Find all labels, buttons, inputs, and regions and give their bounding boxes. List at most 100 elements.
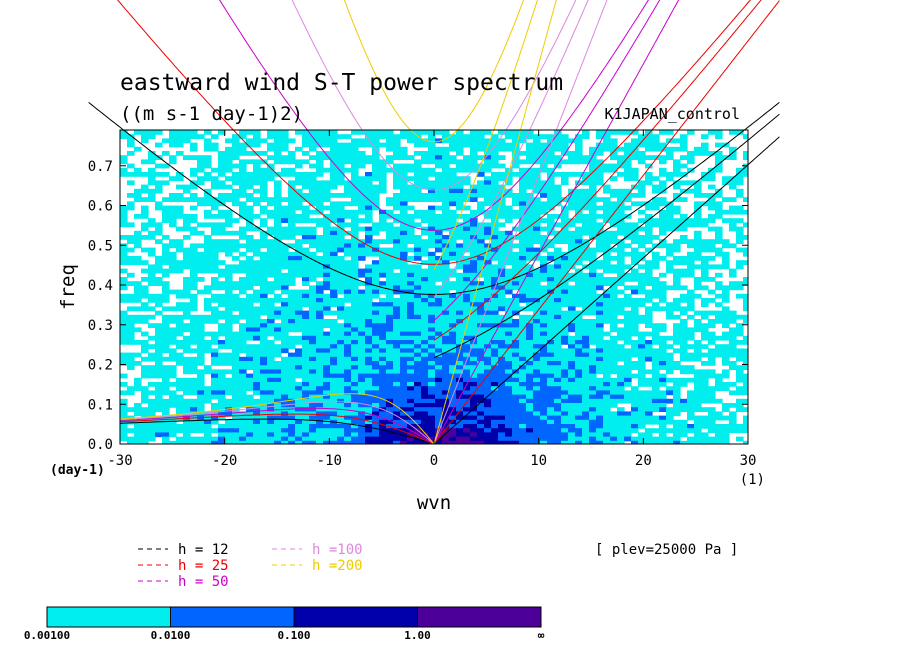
heatmap-cell xyxy=(379,319,387,324)
heatmap-cell xyxy=(491,382,499,387)
heatmap-cell xyxy=(428,403,436,408)
heatmap-cell xyxy=(246,214,254,219)
heatmap-cell xyxy=(477,264,485,270)
heatmap-cell xyxy=(652,377,660,383)
heatmap-cell xyxy=(484,327,492,333)
heatmap-cell xyxy=(526,373,534,379)
heatmap-cell xyxy=(288,151,296,156)
heatmap-cell xyxy=(204,390,212,396)
heatmap-cell xyxy=(470,398,478,404)
heatmap-cell xyxy=(519,159,527,165)
heatmap-cell xyxy=(631,331,639,337)
heatmap-cell xyxy=(393,319,401,324)
heatmap-cell xyxy=(351,306,359,312)
heatmap-cell xyxy=(526,352,534,358)
heatmap-cell xyxy=(344,377,352,383)
heatmap-cell xyxy=(470,159,478,165)
heatmap-cell xyxy=(540,239,548,244)
heatmap-cell xyxy=(568,289,576,295)
heatmap-cell xyxy=(519,394,527,400)
heatmap-cell xyxy=(148,197,156,202)
heatmap-cell xyxy=(729,197,737,202)
heatmap-cell xyxy=(183,155,191,160)
heatmap-cell xyxy=(540,361,548,366)
heatmap-cell xyxy=(134,352,142,358)
heatmap-cell xyxy=(645,281,653,286)
heatmap-cell xyxy=(120,172,128,177)
heatmap-cell xyxy=(519,319,527,324)
heatmap-cell xyxy=(288,302,296,307)
heatmap-cell xyxy=(176,394,184,400)
heatmap-cell xyxy=(722,344,730,349)
heatmap-cell xyxy=(400,260,408,265)
heatmap-cell xyxy=(568,398,576,404)
heatmap-cell xyxy=(596,314,604,320)
heatmap-cell xyxy=(288,197,296,202)
heatmap-cell xyxy=(519,243,527,249)
heatmap-cell xyxy=(722,197,730,202)
heatmap-cell xyxy=(176,415,184,421)
heatmap-cell xyxy=(484,226,492,232)
heatmap-cell xyxy=(477,193,485,198)
heatmap-cell xyxy=(687,218,695,223)
heatmap-cell xyxy=(442,277,450,282)
heatmap-cell xyxy=(267,356,275,362)
heatmap-cell xyxy=(596,398,604,404)
heatmap-cell xyxy=(295,268,303,274)
heatmap-cell xyxy=(351,335,359,341)
heatmap-cell xyxy=(351,327,359,333)
heatmap-cell xyxy=(169,382,177,387)
heatmap-cell xyxy=(701,331,709,337)
heatmap-cell xyxy=(365,352,373,358)
heatmap-cell xyxy=(407,184,415,190)
heatmap-cell xyxy=(253,352,261,358)
heatmap-cell xyxy=(344,134,352,139)
heatmap-cell xyxy=(449,155,457,160)
heatmap-cell xyxy=(638,138,646,144)
heatmap-cell xyxy=(225,411,233,417)
heatmap-cell xyxy=(652,277,660,282)
heatmap-cell xyxy=(274,398,282,404)
heatmap-cell xyxy=(351,176,359,181)
heatmap-cell xyxy=(498,130,506,135)
heatmap-cell xyxy=(288,159,296,165)
heatmap-cell xyxy=(449,310,457,316)
heatmap-cell xyxy=(141,285,149,291)
heatmap-cell xyxy=(659,218,667,223)
heatmap-cell xyxy=(309,272,317,278)
heatmap-cell xyxy=(533,155,541,160)
heatmap-cell xyxy=(225,159,233,165)
heatmap-cell xyxy=(463,264,471,270)
heatmap-cell xyxy=(442,415,450,421)
heatmap-cell xyxy=(484,335,492,341)
heatmap-cell xyxy=(624,163,632,169)
heatmap-cell xyxy=(309,142,317,148)
heatmap-cell xyxy=(519,193,527,198)
heatmap-cell xyxy=(127,239,135,244)
heatmap-cell xyxy=(295,180,303,186)
heatmap-cell xyxy=(603,382,611,387)
heatmap-cell xyxy=(428,172,436,177)
heatmap-cell xyxy=(498,155,506,160)
heatmap-cell xyxy=(512,251,520,257)
heatmap-cell xyxy=(267,214,275,219)
heatmap-cell xyxy=(295,188,303,194)
heatmap-cell xyxy=(589,272,597,278)
heatmap-cell xyxy=(120,285,128,291)
heatmap-cell xyxy=(197,340,205,345)
heatmap-cell xyxy=(309,180,317,186)
heatmap-cell xyxy=(281,159,289,165)
heatmap-cell xyxy=(120,331,128,337)
heatmap-cell xyxy=(372,184,380,190)
heatmap-cell xyxy=(442,163,450,169)
heatmap-cell xyxy=(512,340,520,345)
heatmap-cell xyxy=(379,335,387,341)
heatmap-cell xyxy=(589,331,597,337)
heatmap-cell xyxy=(267,201,275,207)
heatmap-cell xyxy=(610,377,618,383)
heatmap-cell xyxy=(204,424,212,429)
heatmap-cell xyxy=(141,314,149,320)
heatmap-cell xyxy=(267,163,275,169)
heatmap-cell xyxy=(470,222,478,228)
heatmap-cell xyxy=(225,197,233,202)
